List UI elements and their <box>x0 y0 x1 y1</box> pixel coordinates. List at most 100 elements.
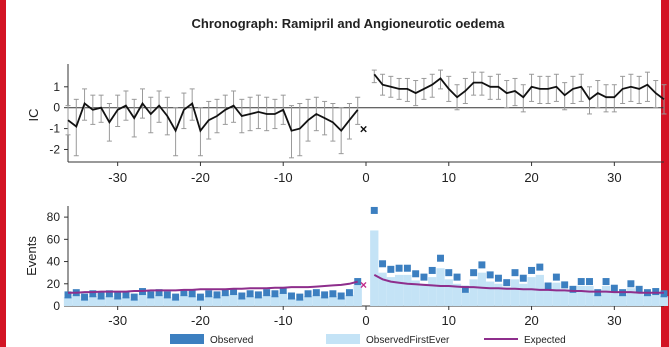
events-x-tick-label: 0 <box>362 313 369 328</box>
bar-observed <box>627 280 635 288</box>
bar-observed-first-ever <box>130 299 139 306</box>
bar-observed <box>354 278 362 286</box>
bar-observed-first-ever <box>204 296 213 306</box>
bar-observed <box>180 289 188 297</box>
events-panel: 0 20 40 60 80 -30 -20 -10 0 10 20 30 Events × <box>24 206 669 328</box>
ic-x-tick-label: 20 <box>524 170 538 185</box>
bar-observed-first-ever <box>212 297 222 306</box>
bar-observed <box>213 291 221 299</box>
bar-observed-first-ever <box>254 297 263 306</box>
bar-observed <box>155 289 163 297</box>
bar-observed-first-ever <box>577 286 586 306</box>
expected-line-after <box>373 274 664 294</box>
bar-observed-first-ever <box>618 294 627 306</box>
bar-observed <box>196 293 204 301</box>
ic-series-line-after <box>373 73 665 101</box>
legend-label: ObservedFirstEver <box>366 335 450 346</box>
bar-observed-first-ever <box>477 272 487 306</box>
bar-observed-first-ever <box>552 282 561 306</box>
bar-observed-first-ever <box>643 294 652 306</box>
bar-observed-first-ever <box>80 299 89 306</box>
bar-observed-first-ever <box>370 230 379 306</box>
bar-observed <box>221 289 229 297</box>
bar-observed-first-ever <box>63 297 73 306</box>
bar-observed-first-ever <box>146 297 155 306</box>
bar-observed <box>114 292 122 300</box>
bar-observed <box>329 290 337 298</box>
bar-observed-first-ever <box>237 298 246 306</box>
bar-observed-first-ever <box>353 284 362 306</box>
bar-observed-first-ever <box>461 292 470 306</box>
bar-observed-first-ever <box>519 283 528 306</box>
bar-observed <box>660 290 668 298</box>
bar-observed <box>635 285 643 293</box>
ic-cross-marker: × <box>360 122 368 137</box>
bar-observed <box>395 264 403 272</box>
bar-observed <box>246 290 254 298</box>
bar-observed-first-ever <box>428 277 437 306</box>
bar-observed <box>254 291 262 299</box>
bar-observed <box>511 269 519 277</box>
bar-observed <box>345 289 353 297</box>
bar-observed <box>122 291 130 299</box>
bar-observed-first-ever <box>659 296 669 306</box>
bar-observed-first-ever <box>419 283 429 306</box>
bar-observed-first-ever <box>601 286 611 306</box>
bar-observed <box>610 284 618 292</box>
bar-observed <box>437 254 444 262</box>
bar-observed <box>97 292 105 300</box>
bar-observed <box>470 269 478 277</box>
bar-observed <box>147 291 155 299</box>
bar-observed-first-ever <box>245 296 255 306</box>
bar-observed <box>652 288 660 296</box>
bar-observed-first-ever <box>229 293 238 306</box>
bar-observed <box>379 260 387 268</box>
bar-observed <box>503 279 511 287</box>
bar-observed-first-ever <box>196 299 205 306</box>
bar-observed <box>486 271 494 279</box>
bar-observed-first-ever <box>113 298 122 306</box>
bar-observed-first-ever <box>411 280 420 306</box>
bar-observed-first-ever <box>121 297 131 306</box>
legend-label: Expected <box>524 335 566 346</box>
bar-observed <box>230 288 238 296</box>
events-y-tick-label: 40 <box>47 255 61 269</box>
events-x-tick-label: -20 <box>191 313 210 328</box>
bar-observed-first-ever <box>88 296 97 306</box>
bar-observed <box>428 266 436 274</box>
bar-observed <box>163 291 171 299</box>
ic-x-tick-label: -10 <box>274 170 293 185</box>
bar-observed-first-ever <box>295 299 304 306</box>
bar-observed-first-ever <box>303 296 313 306</box>
bar-observed-first-ever <box>651 293 660 306</box>
bar-observed <box>586 278 593 286</box>
legend-swatch-observedfirstever <box>326 334 360 344</box>
bar-observed <box>172 293 180 301</box>
bar-observed <box>552 273 560 281</box>
ic-y-axis-label: IC <box>26 109 41 122</box>
bar-observed-first-ever <box>312 294 321 306</box>
ic-y-tick-label: 0 <box>53 101 60 115</box>
ic-y-tick-label: 1 <box>53 80 60 94</box>
bar-observed-first-ever <box>469 279 478 306</box>
bar-observed-first-ever <box>436 268 445 306</box>
bar-observed-first-ever <box>378 272 387 306</box>
bar-observed <box>296 293 304 301</box>
events-x-tick-label: 20 <box>524 313 538 328</box>
legend-swatch-observed <box>170 334 204 344</box>
bar-observed-first-ever <box>328 296 338 306</box>
chart-title: Chronograph: Ramipril and Angioneurotic … <box>192 16 506 31</box>
bar-observed-first-ever <box>527 277 536 306</box>
bar-observed <box>64 291 72 299</box>
bar-observed <box>461 285 469 293</box>
events-y-axis-label: Events <box>24 236 39 276</box>
events-x-tick-label: -10 <box>274 313 293 328</box>
legend: Observed ObservedFirstEver Expected <box>170 334 566 346</box>
bar-observed-first-ever <box>179 294 189 306</box>
bar-observed-first-ever <box>138 293 147 306</box>
ic-x-tick-label: 30 <box>607 170 621 185</box>
bar-observed <box>387 265 395 273</box>
bar-observed <box>445 269 453 277</box>
